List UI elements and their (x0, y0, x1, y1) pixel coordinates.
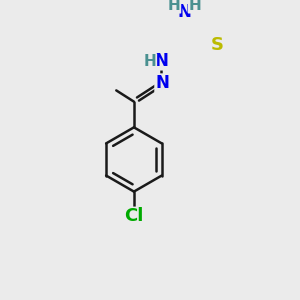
Text: H: H (168, 0, 181, 13)
Text: N: N (155, 74, 169, 92)
Text: S: S (211, 36, 224, 54)
Text: Cl: Cl (124, 208, 144, 226)
Text: N: N (178, 3, 191, 21)
Text: N: N (154, 52, 168, 70)
Text: H: H (144, 54, 156, 69)
Text: H: H (189, 0, 201, 13)
